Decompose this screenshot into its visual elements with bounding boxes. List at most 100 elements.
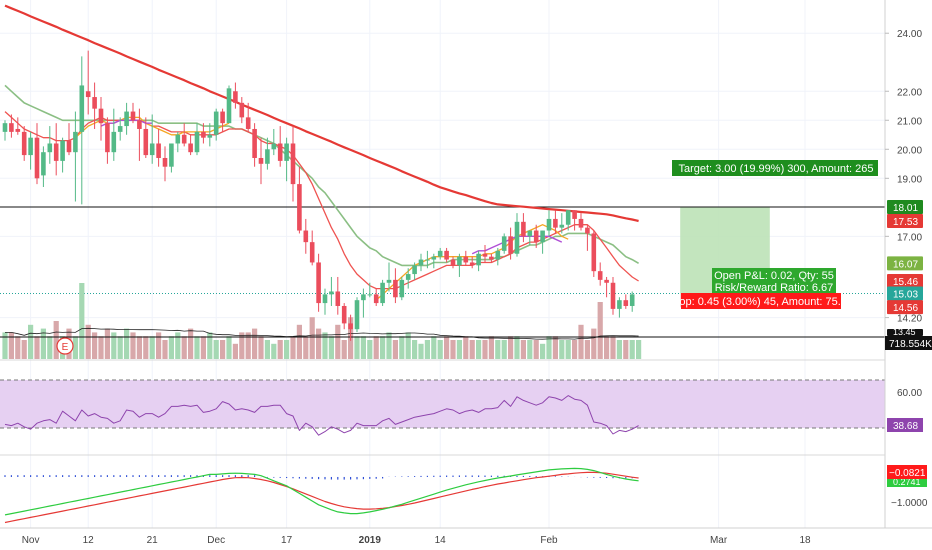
candle-body — [85, 91, 91, 98]
volume-bar — [354, 336, 360, 359]
price-tick-label: 14.20 — [897, 314, 922, 325]
candle-body — [457, 256, 462, 266]
candle-body — [469, 262, 475, 266]
volume-bar — [181, 336, 187, 359]
volume-bar — [604, 336, 610, 359]
volume-bar — [34, 336, 40, 359]
time-tick-label: Dec — [207, 535, 225, 546]
price-badge — [887, 200, 923, 215]
candle-body — [501, 236, 507, 251]
time-axis[interactable]: Nov 12 21 Dec 17 2019 14 Feb Mar 18 — [0, 527, 932, 546]
volume-bar — [194, 336, 200, 359]
volume-bar — [399, 336, 405, 359]
candle-body — [233, 91, 238, 103]
volume-bar — [578, 324, 584, 359]
time-tick-label: 18 — [799, 535, 811, 546]
volume-bar — [239, 332, 245, 359]
candle-body — [60, 140, 65, 161]
horizontal-lines[interactable] — [0, 206, 885, 338]
volume-bar — [405, 332, 411, 359]
open-pnl-text: Open P&L: 0.02, Qty: 55 — [714, 270, 834, 282]
candle-body — [373, 294, 379, 304]
time-tick-label: 14 — [435, 535, 447, 546]
candle-body — [367, 294, 373, 296]
candle-body — [476, 253, 481, 266]
candle-body — [265, 149, 270, 164]
volume-bar — [450, 340, 456, 359]
candle-body — [597, 271, 603, 280]
time-tick-label: Feb — [540, 535, 558, 546]
candle-body — [297, 184, 302, 231]
candle-body — [341, 305, 347, 324]
volume-bar — [597, 302, 603, 359]
candle-body — [559, 224, 565, 228]
earnings-marker[interactable]: E — [56, 337, 74, 355]
candle-body — [393, 279, 398, 298]
candle-body — [207, 134, 213, 138]
stop-label-text: Stop: 0.45 (3.00%) 45, Amount: 75.25 — [669, 296, 853, 308]
position-stats-label[interactable]: Open P&L: 0.02, Qty: 55 Risk/Reward Rati… — [712, 268, 836, 294]
volume-bar — [104, 328, 110, 359]
candle-body — [149, 143, 155, 156]
candle-body — [271, 143, 277, 150]
volume-bar — [610, 336, 616, 359]
candle-body — [623, 300, 629, 306]
volume-bar — [277, 340, 283, 359]
candle-body — [412, 265, 417, 275]
target-label[interactable]: Target: 3.00 (19.99%) 300, Amount: 265 — [672, 160, 878, 176]
candle-body — [2, 123, 8, 132]
volume-bar — [360, 336, 366, 359]
candle-body — [226, 88, 232, 124]
candle-body — [585, 227, 590, 234]
volume-bar — [117, 336, 123, 359]
volume-bar — [322, 332, 328, 359]
volume-bar — [156, 332, 162, 359]
price-tick-label: 22.00 — [897, 87, 922, 98]
volume-bar — [168, 336, 174, 359]
stop-label[interactable]: Stop: 0.45 (3.00%) 45, Amount: 75.25 — [669, 293, 853, 309]
candle-body — [156, 143, 161, 158]
volume-bar — [2, 332, 8, 359]
volume-bar — [149, 336, 155, 359]
volume-bar — [591, 328, 597, 359]
candle-body — [482, 253, 488, 257]
candle-body — [220, 111, 225, 124]
candle-body — [201, 131, 206, 138]
volume-bar — [469, 340, 475, 359]
volume-bar — [226, 336, 232, 359]
volume-bar — [220, 340, 226, 359]
price-tick-label: 20.00 — [897, 145, 922, 156]
volume-bar — [79, 283, 85, 359]
rsi-band — [0, 379, 885, 429]
volume-bar — [92, 332, 98, 359]
macd-badge-label: −0.0821 — [889, 468, 926, 479]
volume-bar — [271, 343, 277, 359]
candle-body — [98, 108, 104, 124]
candle-body — [533, 230, 539, 243]
ema-red-line — [4, 111, 639, 290]
price-axis[interactable]: 24.00 22.00 21.00 20.00 19.00 17.00 14.20 60.00… — [884, 0, 928, 528]
candlesticks — [2, 50, 635, 341]
candle-body — [124, 111, 129, 127]
candle-body — [610, 282, 616, 309]
volume-bar — [258, 336, 264, 359]
volume-bar — [316, 328, 322, 359]
price-badge — [887, 300, 923, 315]
volume-bar — [476, 340, 482, 359]
volume-bar — [488, 336, 494, 359]
candle-body — [169, 143, 174, 167]
candle-body — [437, 250, 443, 257]
time-tick-label: 12 — [83, 535, 95, 546]
candle-body — [329, 291, 334, 295]
candle-body — [361, 294, 366, 301]
time-tick-label: Mar — [710, 535, 728, 546]
volume-ma-line — [5, 327, 639, 340]
candle-body — [28, 137, 33, 156]
volume-bar — [527, 340, 533, 359]
price-badge-label: 18.01 — [893, 203, 918, 214]
volume-bar — [565, 340, 571, 359]
candle-body — [284, 143, 289, 161]
candle-body — [73, 131, 78, 153]
candle-body — [444, 250, 449, 260]
